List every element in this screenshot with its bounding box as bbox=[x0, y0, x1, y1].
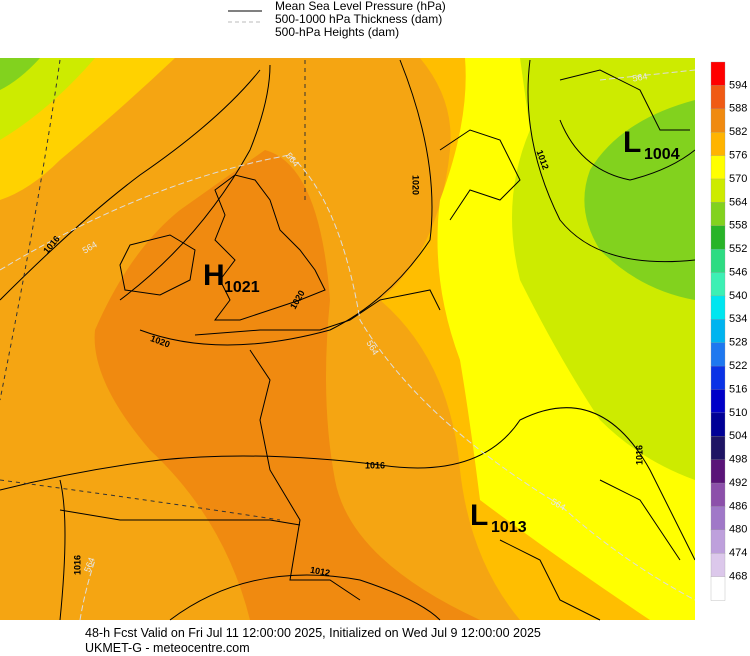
field-558 bbox=[584, 100, 695, 300]
colorbar-swatch bbox=[710, 459, 726, 484]
colorbar-swatch bbox=[710, 506, 726, 531]
isobar-label: 1012 bbox=[309, 565, 330, 578]
colorbar-swatch bbox=[710, 61, 726, 87]
colorbar-label: 468 bbox=[729, 571, 747, 583]
colorbar-swatch bbox=[710, 295, 726, 320]
colorbar-label: 588 bbox=[729, 103, 747, 115]
pressure-center-value: 1004 bbox=[644, 146, 680, 163]
legend-text: 500-hPa Heights (dam) bbox=[275, 25, 399, 39]
colorbar-label: 510 bbox=[729, 407, 747, 419]
colorbar-swatch bbox=[710, 202, 726, 227]
thickness-label: 564 bbox=[632, 71, 649, 83]
colorbar-label: 498 bbox=[729, 454, 747, 466]
field-564 bbox=[0, 58, 40, 90]
pressure-center-letter: L bbox=[623, 126, 641, 159]
colorbar-label: 522 bbox=[729, 360, 747, 372]
colorbar-swatch bbox=[710, 529, 726, 554]
colorbar-label: 480 bbox=[729, 524, 747, 536]
coastlines bbox=[59, 69, 690, 621]
pressure-center-letter: H bbox=[203, 259, 225, 292]
colorbar-label: 594 bbox=[729, 79, 747, 91]
colorbar-label: 492 bbox=[729, 477, 747, 489]
map-area bbox=[0, 58, 696, 621]
colorbar-label: 528 bbox=[729, 337, 747, 349]
thickness-label: 564 bbox=[82, 556, 97, 574]
colorbar-label: 516 bbox=[729, 383, 747, 395]
colorbar-swatch bbox=[710, 576, 726, 601]
isobars bbox=[0, 59, 696, 621]
colorbar-label: 582 bbox=[729, 126, 747, 138]
colorbar-label: 534 bbox=[729, 313, 747, 325]
colorbar-swatch bbox=[710, 389, 726, 414]
legend-text: 500-1000 hPa Thickness (dam) bbox=[275, 12, 442, 26]
footer-text: 48-h Fcst Valid on Fri Jul 11 12:00:00 2… bbox=[85, 626, 541, 640]
pressure-center-value: 1013 bbox=[491, 519, 527, 536]
isobar-label: 1016 bbox=[365, 460, 385, 470]
colorbar-label: 540 bbox=[729, 290, 747, 302]
colorbar-label: 564 bbox=[729, 196, 747, 208]
colorbar-label: 570 bbox=[729, 173, 747, 185]
colorbar-label: 576 bbox=[729, 149, 747, 161]
colorbar-swatch bbox=[710, 85, 726, 110]
colorbar-swatch bbox=[710, 342, 726, 367]
legend-text: Mean Sea Level Pressure (hPa) bbox=[275, 0, 446, 13]
colorbar-label: 558 bbox=[729, 220, 747, 232]
colorbar-label: 474 bbox=[729, 547, 747, 559]
colorbar-swatch bbox=[710, 553, 726, 578]
thickness-contours bbox=[0, 69, 696, 621]
colorbar-label: 504 bbox=[729, 430, 747, 442]
height-contours bbox=[0, 59, 306, 521]
colorbar-swatch bbox=[710, 108, 726, 133]
isobar-label: 1016 bbox=[634, 445, 644, 465]
pressure-center-letter: L bbox=[470, 499, 488, 532]
field-570 bbox=[0, 58, 95, 140]
colorbar-label: 552 bbox=[729, 243, 747, 255]
colorbar-swatch bbox=[710, 225, 726, 250]
isobar-label: 1016 bbox=[72, 555, 82, 575]
isobar-label: 1020 bbox=[411, 175, 421, 195]
colorbar-swatch bbox=[710, 482, 726, 508]
footer-text: UKMET-G - meteocentre.com bbox=[85, 641, 250, 655]
pressure-center-value: 1021 bbox=[224, 279, 260, 296]
colorbar-swatch bbox=[710, 436, 726, 461]
colorbar-swatch bbox=[710, 365, 726, 391]
colorbar-swatch bbox=[710, 178, 726, 203]
colorbar-swatch bbox=[710, 155, 726, 180]
colorbar-label: 546 bbox=[729, 266, 747, 278]
colorbar-swatch bbox=[710, 319, 726, 344]
colorbar-swatch bbox=[710, 412, 726, 437]
colorbar-swatch bbox=[710, 132, 726, 157]
field-588 bbox=[94, 150, 480, 620]
colorbar-swatch bbox=[710, 248, 726, 274]
colorbar-label: 486 bbox=[729, 500, 747, 512]
colorbar: 594 588 582 576 570 564 558 552 546 540 534 528 522 5… bbox=[710, 61, 747, 601]
colorbar-swatch bbox=[710, 272, 726, 297]
